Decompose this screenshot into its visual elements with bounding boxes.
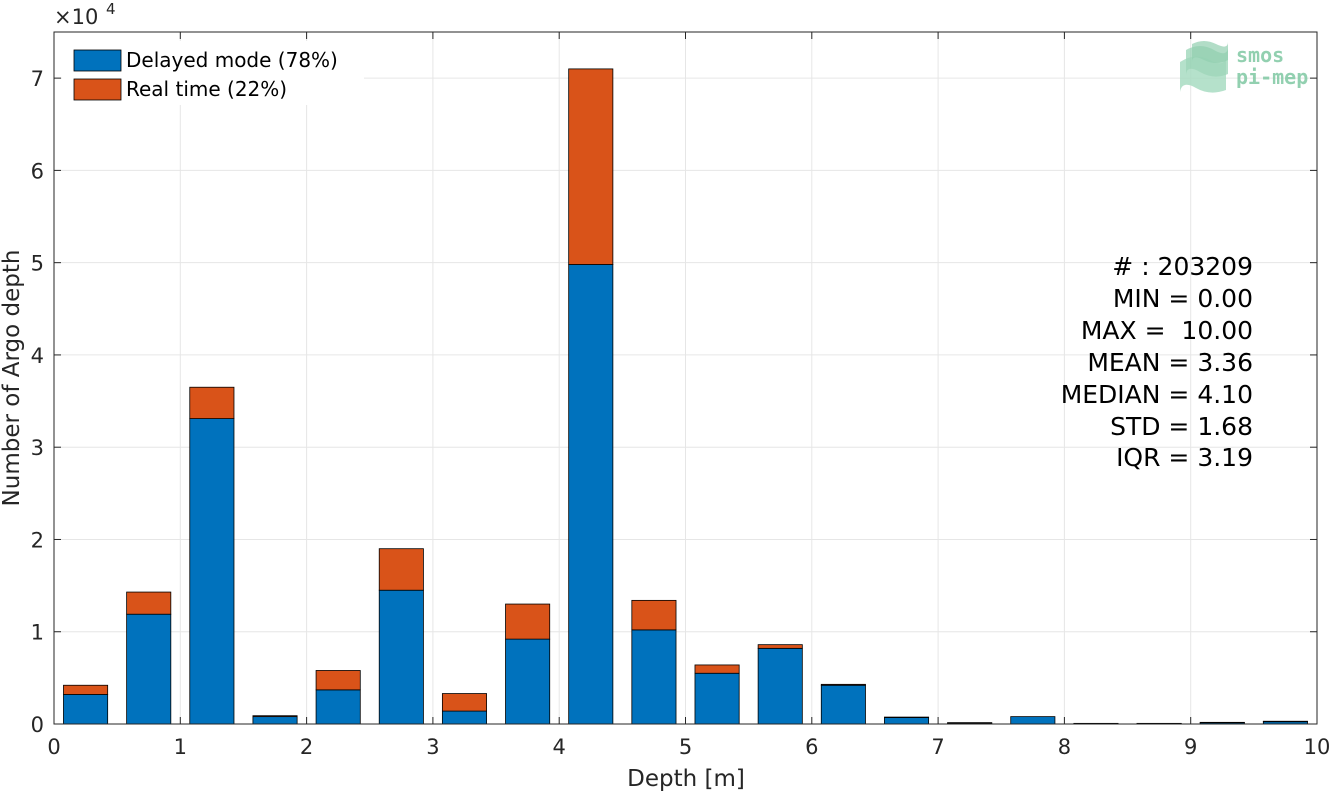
legend-swatch-realtime [73,78,122,101]
stat-min: MIN = 0.00 [1113,284,1253,313]
legend-swatch-delayed [73,49,122,72]
bar-delayed-mode [694,672,740,725]
x-tick-label: 4 [553,735,566,759]
x-tick-label: 10 [1304,735,1331,759]
stat-median: MEDIAN = 4.10 [1061,380,1253,409]
bar-delayed-mode [315,689,361,725]
x-tick-label: 6 [805,735,818,759]
bar-delayed-mode [378,589,424,725]
x-tick-label: 8 [1058,735,1071,759]
x-tick-label: 7 [931,735,944,759]
bars [63,68,1308,725]
bar-delayed-mode [568,264,614,725]
bar-real-time [947,722,993,724]
smos-pimep-logo: smos pi-mep [1180,41,1308,93]
y-axis-label: Number of Argo depth [0,250,25,507]
bar-real-time [631,599,677,631]
logo-waves-icon [1180,41,1228,93]
bar-real-time [63,684,109,695]
bar-real-time [884,716,930,718]
bar-real-time [1262,720,1308,723]
y-tick-label: 2 [31,528,44,552]
bar-real-time [757,644,803,649]
x-tick-label: 0 [47,735,60,759]
y-tick-label: 4 [31,344,44,368]
bar-delayed-mode [884,717,930,725]
bar-delayed-mode [631,629,677,725]
y-tick-label: 7 [31,67,44,91]
x-tick-label: 9 [1184,735,1197,759]
y-tick-label: 6 [31,159,44,183]
bar-real-time [1199,721,1245,724]
stat-mean: MEAN = 3.36 [1087,348,1253,377]
bar-real-time [252,715,298,718]
legend: Delayed mode (78%) Real time (22%) [62,41,364,105]
y-tick-label: 3 [31,436,44,460]
bar-delayed-mode [757,647,803,725]
stat-std: STD = 1.68 [1110,412,1253,441]
bar-delayed-mode [505,638,551,725]
x-tick-label: 2 [300,735,313,759]
bar-delayed-mode [1010,716,1056,725]
logo-line-pimep: pi-mep [1236,65,1308,89]
legend-label-delayed: Delayed mode (78%) [126,48,338,72]
y-tick-label: 0 [31,713,44,737]
bar-real-time [315,670,361,691]
x-tick-label: 3 [426,735,439,759]
bar-real-time [378,548,424,591]
bar-delayed-mode [441,710,487,725]
logo-line-smos: smos [1236,43,1284,67]
bar-delayed-mode [252,716,298,725]
y-exponent-power: 4 [106,0,116,18]
y-tick-label: 5 [31,252,44,276]
x-tick-label: 5 [679,735,692,759]
bar-real-time [189,386,235,419]
stats-box: # : 203209 MIN = 0.00 MAX = 10.00 MEAN =… [1061,252,1253,472]
stat-count: # : 203209 [1112,252,1253,281]
x-tick-label: 1 [174,735,187,759]
grid [54,32,1317,724]
bar-real-time [568,68,614,265]
y-tick-label: 1 [31,621,44,645]
legend-label-realtime: Real time (22%) [126,77,287,101]
bar-real-time [694,664,740,674]
bar-real-time [126,591,172,615]
x-axis-label: Depth [m] [627,766,745,792]
stat-max: MAX = 10.00 [1081,316,1253,345]
bar-real-time [505,603,551,640]
stat-iqr: IQR = 3.19 [1116,443,1253,472]
y-exponent-times: ×10 [54,5,98,29]
bar-real-time [820,683,866,686]
bar-delayed-mode [63,694,109,725]
bar-real-time [441,693,487,712]
bar-delayed-mode [820,684,866,725]
bar-delayed-mode [126,613,172,725]
bar-delayed-mode [189,418,235,725]
ticks: 0 1 2 3 4 5 6 7 8 9 10 0 1 2 3 4 5 6 7 [31,32,1331,759]
